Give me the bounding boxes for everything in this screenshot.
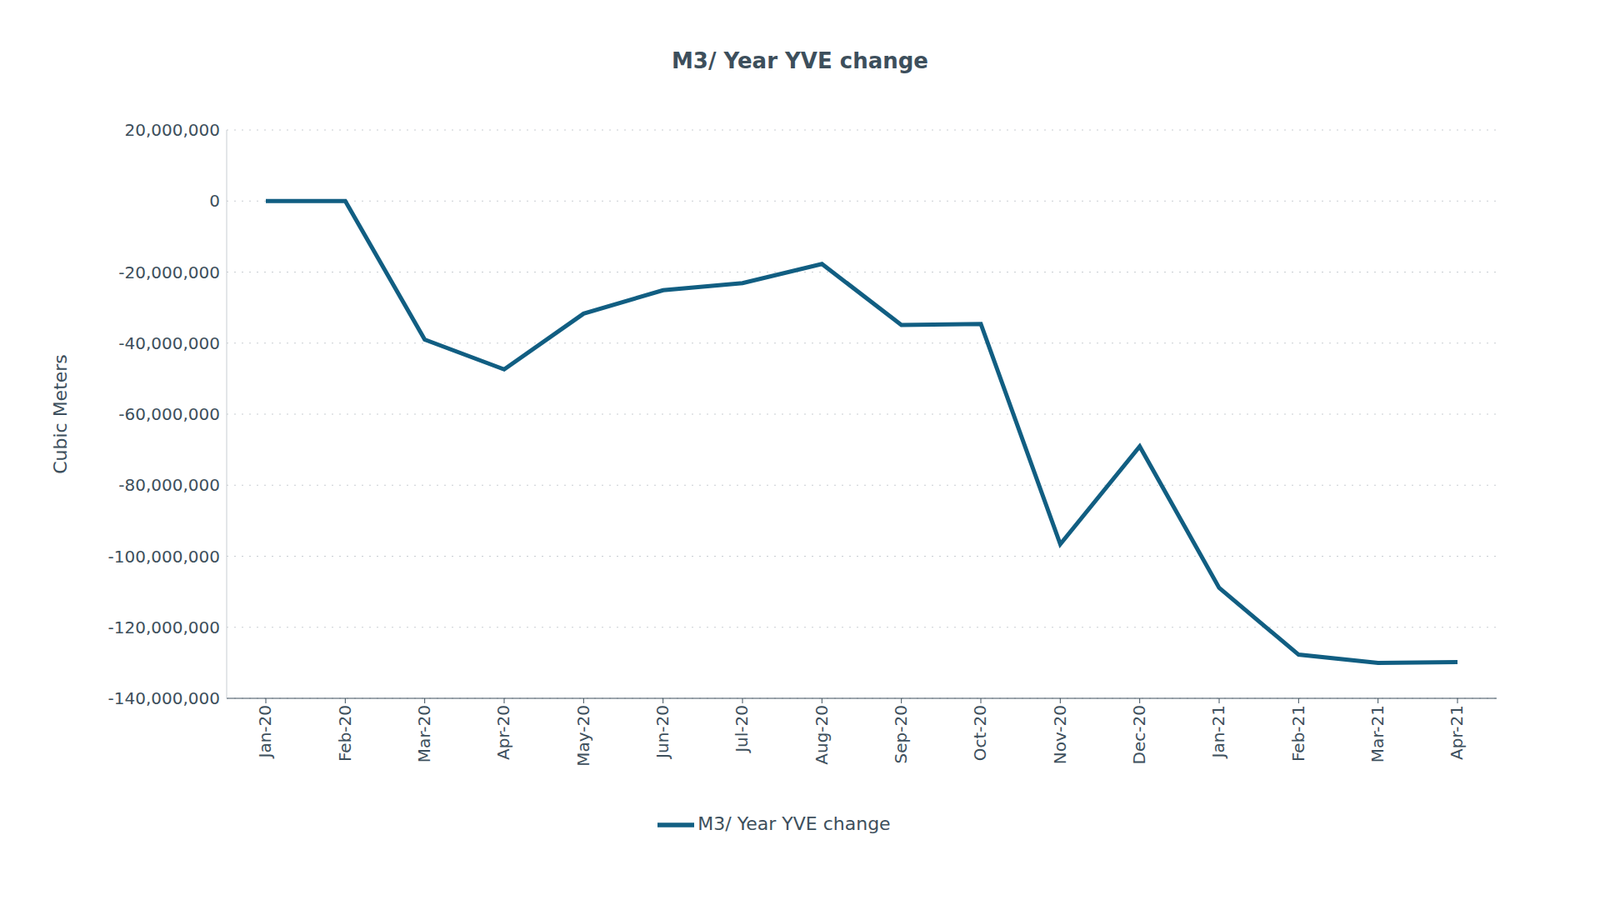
svg-text:Cubic Meters: Cubic Meters — [50, 354, 71, 475]
html-text:M3/ Year YVE change: M3/ Year YVE change — [697, 813, 891, 835]
svg-text:Dec-20: Dec-20 — [1129, 705, 1150, 765]
svg-text:Jan-21: Jan-21 — [1208, 705, 1229, 760]
svg-text:Aug-20: Aug-20 — [811, 705, 832, 765]
svg-text:-40,000,000: -40,000,000 — [118, 333, 220, 354]
svg-text:Oct-20: Oct-20 — [970, 705, 990, 761]
svg-text:Jan-20: Jan-20 — [255, 705, 275, 760]
svg-text:Apr-20: Apr-20 — [493, 705, 514, 760]
html-text:M3/ Year YVE change: M3/ Year YVE change — [671, 48, 929, 74]
svg-text:-140,000,000: -140,000,000 — [108, 688, 220, 709]
svg-text:20,000,000: 20,000,000 — [124, 120, 220, 140]
svg-text:Mar-21: Mar-21 — [1367, 705, 1388, 763]
svg-text:-100,000,000: -100,000,000 — [108, 546, 220, 567]
svg-text:Sep-20: Sep-20 — [890, 705, 911, 764]
svg-text:Feb-21: Feb-21 — [1288, 705, 1309, 762]
svg-text:-60,000,000: -60,000,000 — [118, 404, 220, 425]
svg-text:Jul-20: Jul-20 — [731, 705, 752, 755]
svg-text:Nov-20: Nov-20 — [1050, 705, 1070, 765]
svg-text:Feb-20: Feb-20 — [335, 705, 355, 762]
svg-text:-80,000,000: -80,000,000 — [118, 475, 220, 495]
svg-text:Mar-20: Mar-20 — [414, 705, 435, 763]
svg-text:-20,000,000: -20,000,000 — [118, 262, 220, 283]
svg-text:May-20: May-20 — [573, 705, 594, 767]
svg-text:0: 0 — [209, 190, 220, 211]
svg-text:Apr-21: Apr-21 — [1446, 705, 1467, 760]
svg-text:Jun-20: Jun-20 — [652, 705, 673, 760]
svg-text:-120,000,000: -120,000,000 — [108, 617, 220, 638]
